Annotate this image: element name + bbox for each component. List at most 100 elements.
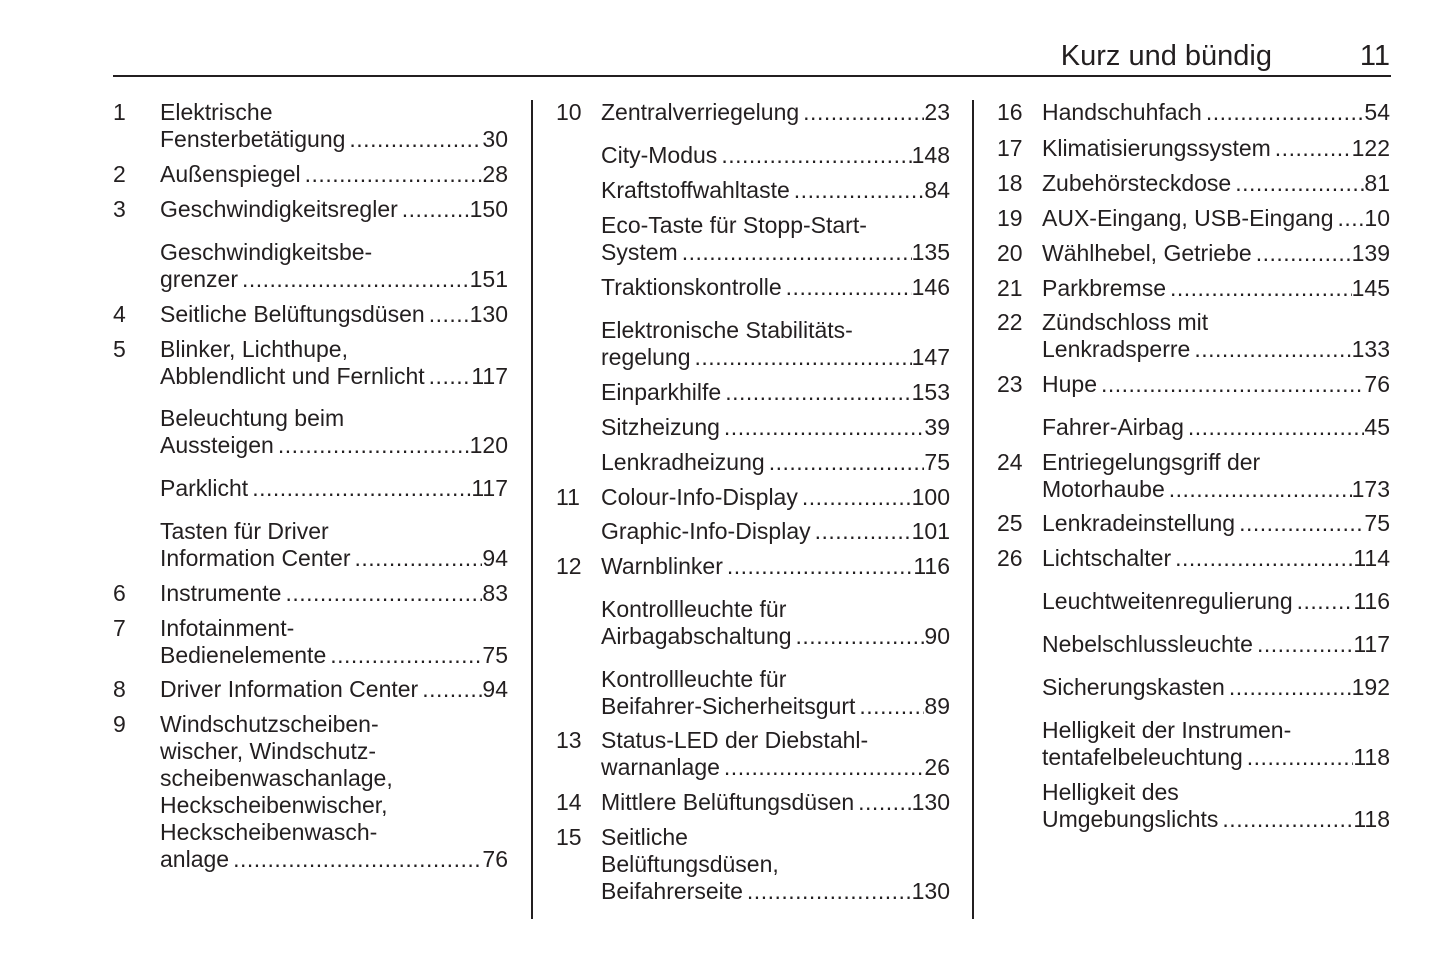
dot-leader: ........................................… — [304, 161, 483, 187]
dot-leader: ........................................… — [726, 553, 914, 579]
page-reference: 173 — [1351, 476, 1390, 502]
entry-number: 1 — [113, 99, 126, 125]
dot-leader: ........................................… — [349, 126, 482, 152]
entry-label-line-with-page: Mittlere Belüftungsdüsen................… — [601, 789, 950, 816]
entry-label: anlage — [160, 846, 230, 872]
entry-label-line-with-page: Parkbremse..............................… — [1042, 275, 1390, 302]
entry-label: Zubehörsteckdose — [1042, 170, 1232, 196]
dot-leader: ........................................… — [1169, 275, 1352, 301]
dot-leader: ........................................… — [721, 142, 912, 168]
dot-leader: ........................................… — [814, 518, 912, 544]
dot-leader: ........................................… — [330, 642, 482, 668]
entry-label-line-with-page: Information Center......................… — [160, 545, 508, 572]
entry-label-line-with-page: warnanlage..............................… — [601, 754, 950, 781]
entry-label: warnanlage — [601, 754, 720, 780]
entry-label-line-with-page: Sitzheizung.............................… — [601, 414, 950, 441]
entry-label-line-with-page: Warnblinker.............................… — [601, 553, 950, 580]
entry-label-line-with-page: Außenspiegel............................… — [160, 161, 508, 188]
entry-label: Sitzheizung — [601, 414, 720, 440]
entry-number: 7 — [113, 615, 126, 641]
entry-label-line-with-page: Airbagabschaltung.......................… — [601, 623, 950, 650]
entry-label: Leuchtweitenregulierung — [1042, 588, 1293, 614]
entry-label-line: Tasten für Driver — [160, 518, 508, 545]
page-reference: 118 — [1353, 806, 1390, 832]
page-reference: 147 — [911, 344, 950, 370]
page-reference: 28 — [482, 161, 508, 187]
entry-label: Airbagabschaltung — [601, 623, 792, 649]
dot-leader: ........................................… — [1255, 240, 1352, 266]
page-reference: 76 — [1364, 371, 1390, 397]
entry-label-line-with-page: Nebelschlussleuchte.....................… — [1042, 631, 1390, 658]
entry-label-line-with-page: Abblendlicht und Fernlicht..............… — [160, 363, 508, 390]
entry-label-line: Kontrollleuchte für — [601, 596, 950, 623]
page-reference: 54 — [1364, 99, 1390, 125]
entry-label-line: Geschwindigkeitsbe- — [160, 239, 508, 266]
entry-number: 18 — [997, 170, 1023, 196]
entry-label-line-with-page: Umgebungslichts.........................… — [1042, 806, 1390, 833]
dot-leader: ........................................… — [793, 177, 925, 203]
entry-number: 9 — [113, 711, 126, 737]
entry-label-line-with-page: Sicherungskasten........................… — [1042, 674, 1390, 701]
page-reference: 89 — [924, 693, 950, 719]
entry-label: Information Center — [160, 545, 351, 571]
entry-label-line-with-page: Geschwindigkeitsregler..................… — [160, 196, 508, 223]
entry-label-line: Helligkeit der Instrumen- — [1042, 717, 1390, 744]
entry-label: Instrumente — [160, 580, 282, 606]
dot-leader: ........................................… — [1256, 631, 1354, 657]
page-reference: 90 — [924, 623, 950, 649]
page-reference: 151 — [469, 266, 508, 292]
entry-label-line-with-page: Parklicht...............................… — [160, 475, 508, 502]
entry-number: 16 — [997, 99, 1023, 125]
page-reference: 84 — [924, 177, 950, 203]
entry-label-line-with-page: Beifahrerseite..........................… — [601, 878, 950, 905]
dot-leader: ........................................… — [723, 754, 925, 780]
page-reference: 133 — [1351, 336, 1390, 362]
entry-label: Tasten für Driver — [160, 518, 329, 544]
entry-label: wischer, Windschutz- — [160, 738, 377, 764]
page-reference: 26 — [924, 754, 950, 780]
entry-label: Beleuchtung beim — [160, 405, 345, 431]
dot-leader: ........................................… — [1175, 545, 1354, 571]
entry-label-line-with-page: City-Modus..............................… — [601, 142, 950, 169]
dot-leader: ........................................… — [694, 344, 912, 370]
dot-leader: ........................................… — [1246, 744, 1354, 770]
page-reference: 192 — [1351, 674, 1390, 700]
page-reference: 117 — [471, 363, 508, 389]
entry-label-line-with-page: System..................................… — [601, 239, 950, 266]
entry-label: Graphic-Info-Display — [601, 518, 811, 544]
entry-label-line-with-page: Hupe....................................… — [1042, 371, 1390, 398]
entry-label-line-with-page: Fensterbetätigung.......................… — [160, 126, 508, 153]
page-reference: 135 — [911, 239, 950, 265]
dot-leader: ........................................… — [725, 379, 912, 405]
dot-leader: ........................................… — [241, 266, 470, 292]
page-reference: 30 — [482, 126, 508, 152]
entry-label-line-with-page: Fahrer-Airbag...........................… — [1042, 414, 1390, 441]
entry-label-line-with-page: Klimatisierungssystem...................… — [1042, 135, 1390, 162]
entry-label: Kraftstoffwahltaste — [601, 177, 790, 203]
entry-label: Hupe — [1042, 371, 1097, 397]
entry-label-line: Kontrollleuchte für — [601, 666, 950, 693]
page-reference: 116 — [913, 553, 950, 579]
dot-leader: ........................................… — [723, 414, 925, 440]
entry-label-line: Heckscheibenwasch- — [160, 819, 508, 846]
entry-number: 14 — [556, 789, 582, 815]
page-reference: 45 — [1364, 414, 1390, 440]
entry-label-line-with-page: Lichtschalter...........................… — [1042, 545, 1390, 572]
entry-label: Seitliche — [601, 824, 688, 850]
column-divider — [972, 100, 974, 919]
entry-label: System — [601, 239, 678, 265]
page-reference: 130 — [911, 789, 950, 815]
page-reference: 114 — [1353, 545, 1390, 571]
page-reference: 120 — [469, 432, 508, 458]
dot-leader: ........................................… — [401, 196, 470, 222]
page-reference: 118 — [1353, 744, 1390, 770]
entry-label: Beifahrer-Sicherheitsgurt — [601, 693, 856, 719]
entry-label: Lenkradsperre — [1042, 336, 1191, 362]
dot-leader: ........................................… — [428, 301, 470, 327]
dot-leader: ........................................… — [785, 274, 912, 300]
entry-label: Motorhaube — [1042, 476, 1165, 502]
page-number: 11 — [1359, 40, 1390, 72]
page-reference: 76 — [482, 846, 508, 872]
entry-label: Geschwindigkeitsregler — [160, 196, 398, 222]
page-header-title: Kurz und bündig — [1060, 40, 1272, 72]
